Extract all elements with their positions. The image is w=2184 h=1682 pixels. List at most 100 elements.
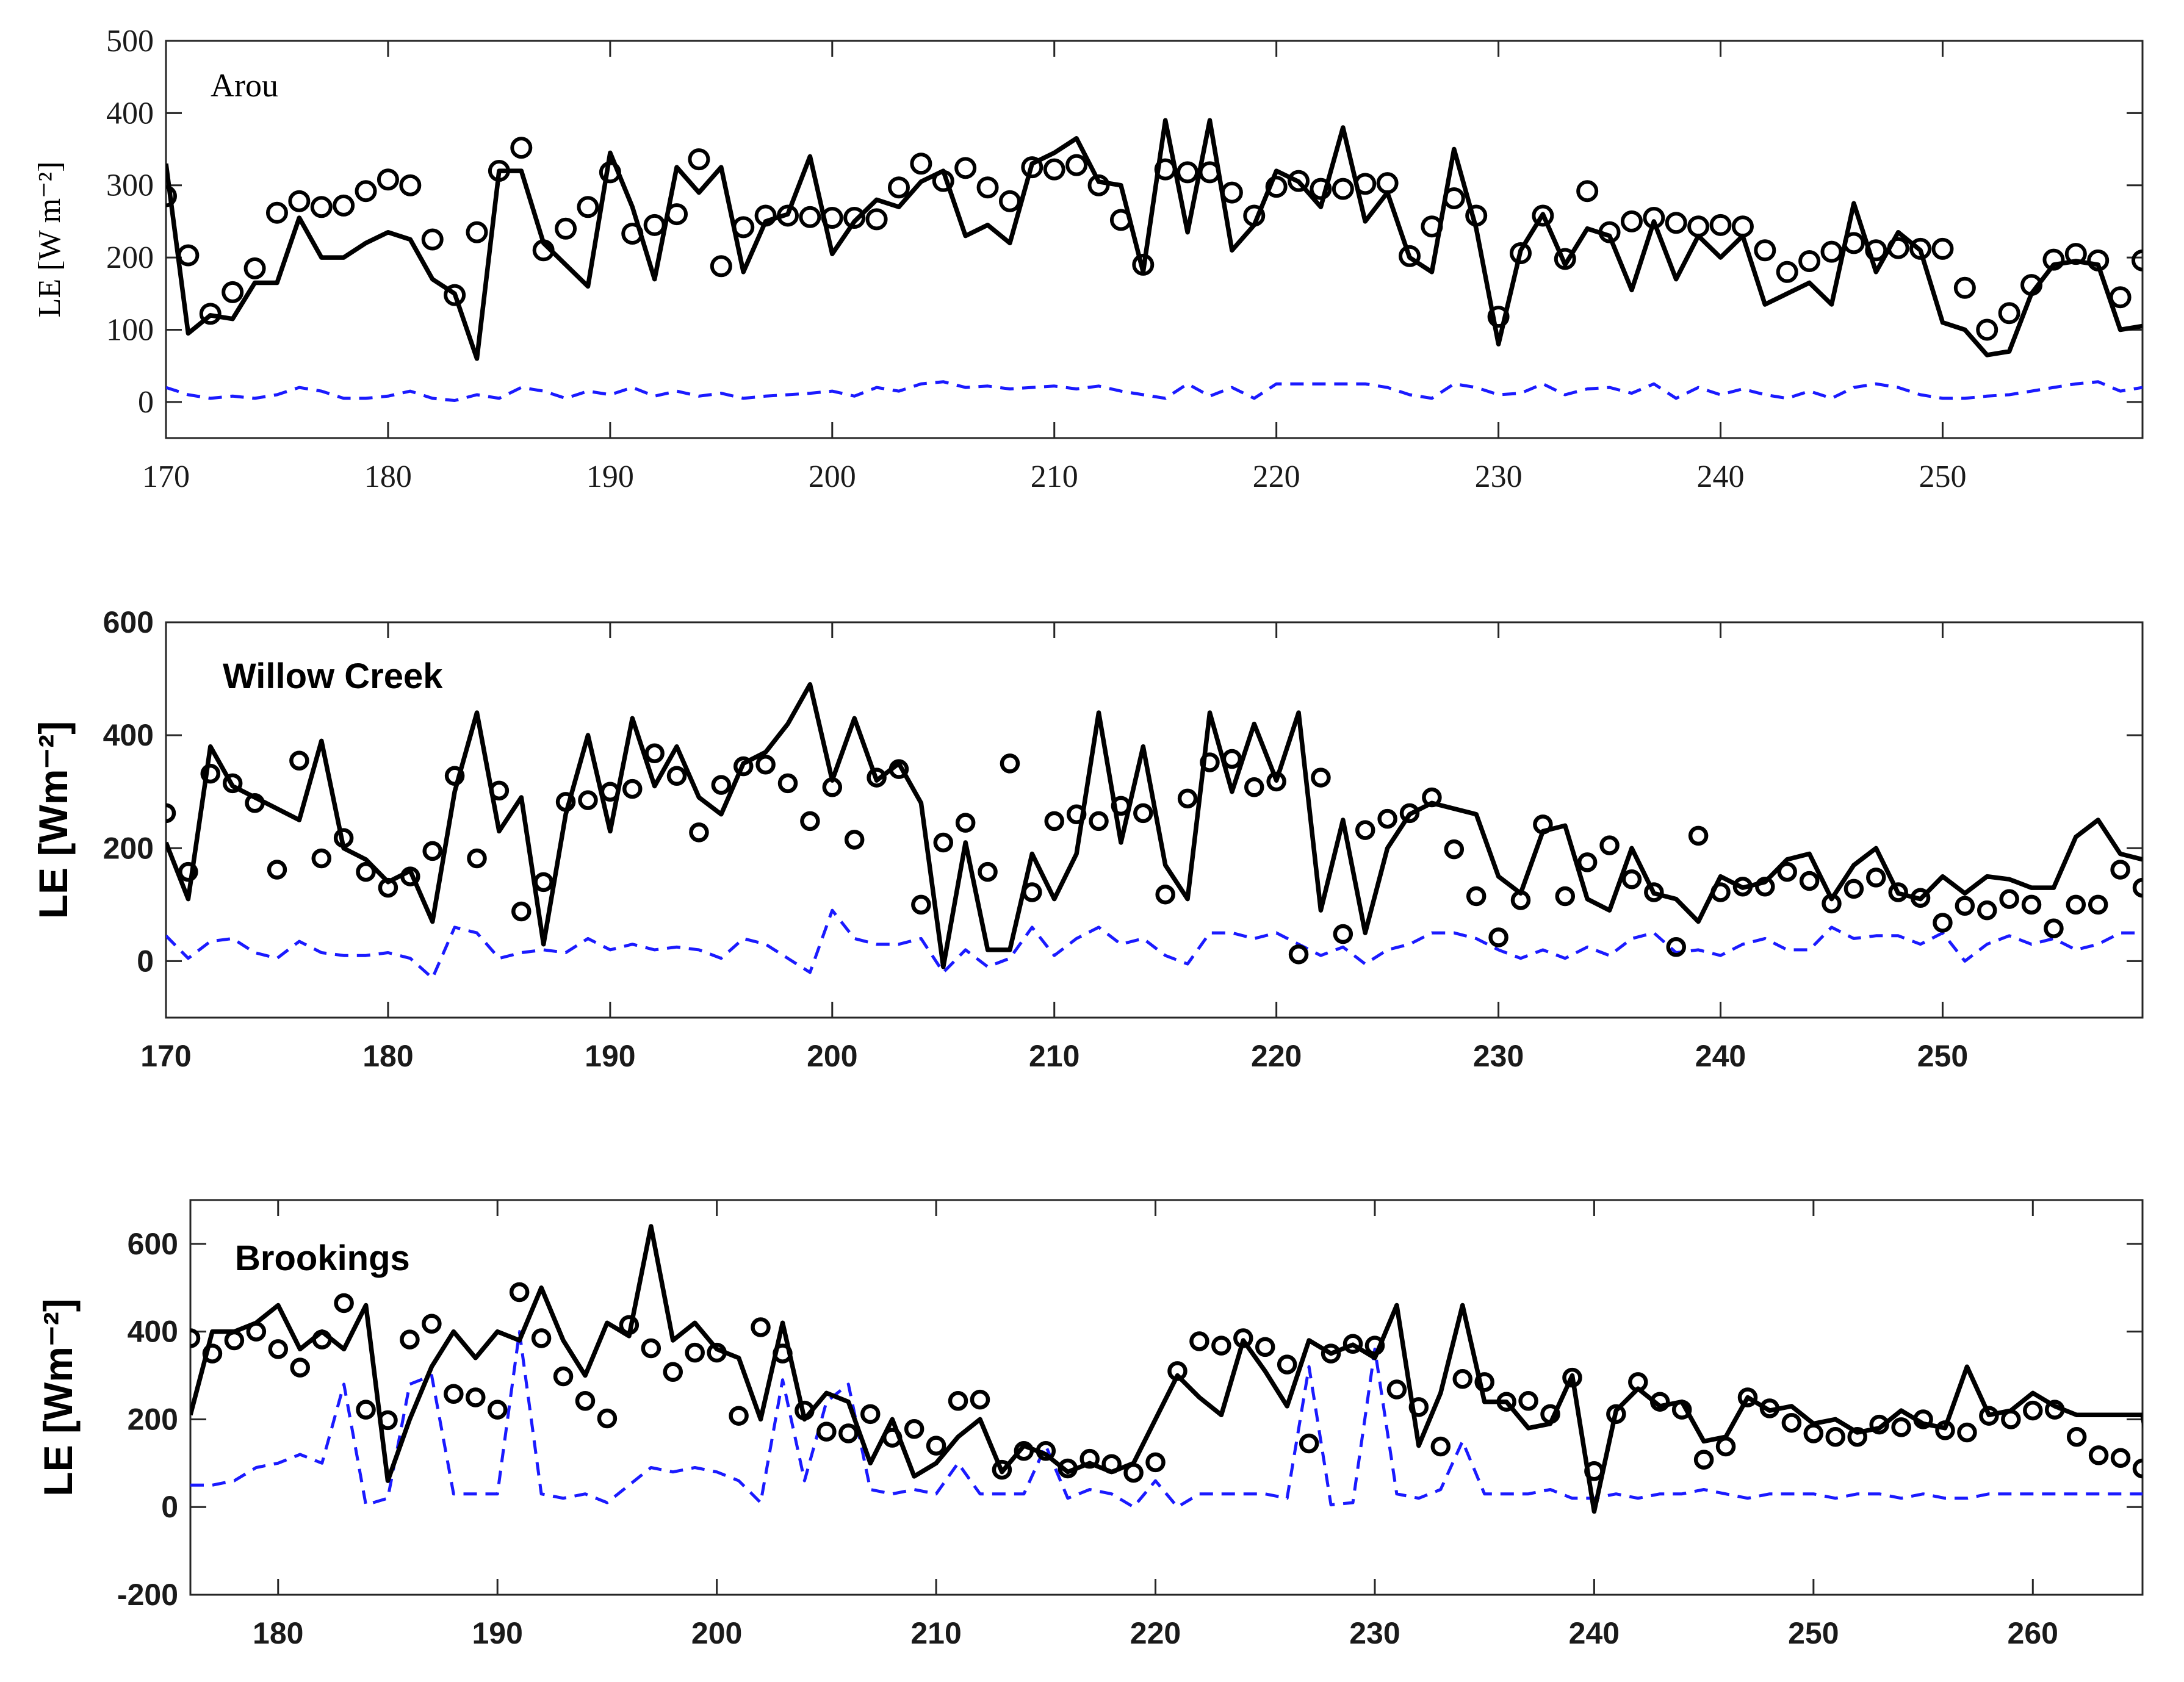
observed-point bbox=[466, 221, 488, 243]
observed-point bbox=[1386, 1379, 1407, 1400]
observed-point bbox=[334, 1293, 354, 1314]
observed-point bbox=[1376, 172, 1399, 195]
observed-point bbox=[333, 828, 354, 848]
observed-point bbox=[2044, 918, 2064, 938]
observed-point bbox=[166, 803, 176, 824]
observed-point bbox=[1466, 886, 1487, 907]
y-tick-label: 400 bbox=[128, 1315, 178, 1349]
observed-point bbox=[1576, 180, 1599, 203]
observed-point bbox=[1865, 239, 1887, 262]
x-tick-label: 230 bbox=[1473, 1039, 1524, 1073]
observed-point bbox=[1243, 204, 1266, 227]
observed-point bbox=[1755, 876, 1775, 897]
observed-point bbox=[1058, 1458, 1078, 1479]
observed-point bbox=[1555, 886, 1576, 907]
y-tick-label: 600 bbox=[128, 1227, 178, 1261]
observed-point bbox=[1022, 882, 1042, 902]
observed-point bbox=[976, 176, 999, 199]
observed-point bbox=[926, 1436, 946, 1456]
observed-point bbox=[421, 228, 444, 251]
observed-point bbox=[1377, 808, 1397, 829]
observed-point bbox=[933, 832, 954, 853]
x-tick-label: 250 bbox=[1917, 1039, 1968, 1073]
observed-point bbox=[1887, 237, 1909, 259]
axes-box bbox=[165, 40, 2144, 439]
observed-point bbox=[1079, 1448, 1100, 1469]
observed-point bbox=[910, 153, 932, 175]
observed-point bbox=[1776, 261, 1798, 283]
observed-point bbox=[2110, 1448, 2131, 1468]
plot-area bbox=[190, 1224, 2143, 1514]
residual-line bbox=[166, 908, 2143, 980]
observed-point bbox=[333, 194, 355, 217]
observed-point bbox=[1266, 771, 1286, 792]
observed-point bbox=[600, 782, 621, 802]
x-tick-label: 190 bbox=[586, 459, 634, 494]
observed-point bbox=[1732, 876, 1753, 897]
panel-title: Arou bbox=[211, 67, 278, 104]
observed-point bbox=[1910, 888, 1931, 908]
observed-point bbox=[1189, 1331, 1209, 1351]
observed-point bbox=[1089, 811, 1109, 832]
observed-point bbox=[2020, 274, 2043, 297]
observed-point bbox=[619, 1315, 640, 1335]
observed-point bbox=[1265, 176, 1288, 198]
observed-point bbox=[311, 848, 332, 869]
observed-point bbox=[1101, 1454, 1122, 1475]
observed-point bbox=[1913, 1409, 1933, 1429]
observed-point bbox=[1976, 318, 1998, 341]
observed-point bbox=[2044, 1400, 2065, 1420]
observed-point bbox=[1087, 174, 1110, 196]
observed-point bbox=[444, 766, 465, 786]
observed-point bbox=[597, 1408, 618, 1429]
observed-point bbox=[578, 790, 598, 810]
x-tick-label: 240 bbox=[1697, 459, 1745, 494]
y-tick-label: 400 bbox=[103, 718, 154, 752]
observed-point bbox=[1177, 788, 1198, 809]
observed-point bbox=[2042, 248, 2065, 271]
observed-point bbox=[666, 203, 688, 226]
observed-point bbox=[1043, 158, 1065, 181]
observed-point bbox=[799, 206, 821, 228]
observed-point bbox=[1628, 1372, 1648, 1392]
observed-point bbox=[1671, 1400, 1692, 1420]
observed-point bbox=[488, 160, 510, 182]
observed-point bbox=[200, 763, 221, 784]
observed-point bbox=[246, 1321, 267, 1342]
observed-point bbox=[621, 223, 644, 245]
observed-point bbox=[1488, 927, 1508, 947]
axes-box bbox=[165, 621, 2144, 1019]
observed-point bbox=[1255, 1337, 1275, 1357]
observed-point bbox=[1866, 868, 1886, 888]
observed-point bbox=[843, 206, 866, 229]
observed-point bbox=[1781, 1412, 1802, 1433]
observed-point bbox=[466, 1387, 486, 1407]
observed-point bbox=[1540, 1404, 1560, 1425]
x-tick-label: 200 bbox=[691, 1616, 742, 1650]
observed-point bbox=[795, 1400, 815, 1421]
observed-point bbox=[178, 861, 198, 882]
y-axis-label: LE [W m⁻²] bbox=[32, 162, 67, 318]
x-tick-label: 200 bbox=[809, 459, 856, 494]
observed-point bbox=[1953, 276, 1976, 299]
observed-point bbox=[1710, 882, 1731, 902]
observed-point bbox=[509, 1282, 530, 1303]
observed-point bbox=[1342, 1334, 1363, 1354]
observed-point bbox=[685, 1342, 705, 1363]
observed-point bbox=[1065, 154, 1088, 176]
observed-point bbox=[1842, 232, 1865, 254]
observed-point bbox=[1577, 852, 1598, 872]
observed-point bbox=[1421, 215, 1443, 238]
observed-point bbox=[1731, 215, 1754, 238]
observed-point bbox=[888, 759, 909, 779]
observed-point bbox=[2088, 894, 2108, 915]
y-axis-label: LE [Wm⁻²] bbox=[31, 721, 76, 919]
observed-point bbox=[1355, 820, 1375, 840]
x-tick-label: 220 bbox=[1253, 459, 1300, 494]
observed-point bbox=[1021, 156, 1043, 179]
observed-point bbox=[1399, 245, 1421, 267]
observed-point bbox=[166, 185, 177, 207]
observed-point bbox=[816, 1421, 837, 1442]
observed-point bbox=[1310, 178, 1332, 200]
